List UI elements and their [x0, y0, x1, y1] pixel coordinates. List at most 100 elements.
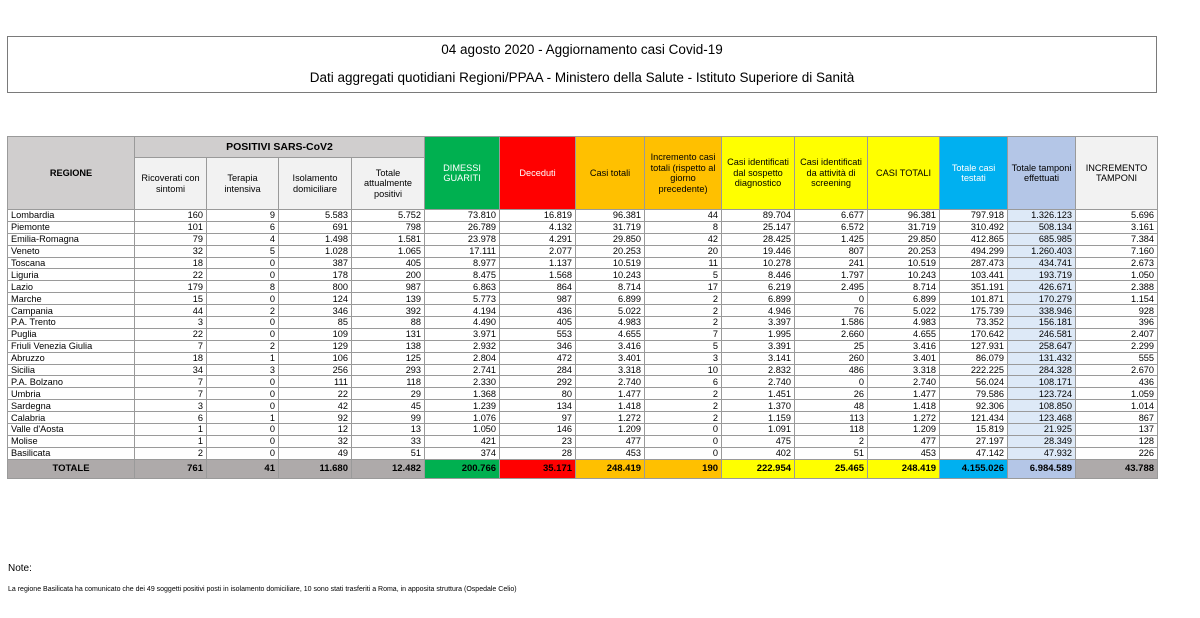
col-header-incremento-casi: Incremento casi totali (rispetto al gior…	[644, 136, 723, 210]
data-cell: 1.059	[1075, 387, 1159, 401]
data-cell: 11	[644, 256, 723, 270]
data-cell: 25	[794, 339, 869, 353]
data-cell: 0	[794, 375, 869, 389]
data-cell: 475	[721, 434, 796, 448]
data-cell: 128	[1075, 434, 1159, 448]
data-cell: 101.871	[939, 292, 1009, 306]
data-cell: 436	[499, 304, 577, 318]
region-name-cell: Valle d'Aosta	[7, 423, 135, 436]
data-cell: 310.492	[939, 220, 1009, 234]
data-cell: 109	[278, 327, 352, 341]
data-cell: 1	[206, 351, 279, 365]
total-cell: 4.155.026	[939, 458, 1009, 479]
data-cell: 9	[206, 209, 279, 222]
data-cell: 138	[350, 339, 426, 353]
data-cell: 5	[206, 244, 279, 258]
total-row: TOTALE 761 41 11.680 12.482 200.766 35.1…	[7, 458, 1159, 479]
data-cell: 125	[350, 351, 426, 365]
data-cell: 0	[206, 375, 279, 389]
data-cell: 129	[278, 339, 352, 353]
region-name-cell: Sardegna	[7, 399, 135, 413]
data-cell: 4.983	[575, 316, 646, 329]
data-cell: 12	[278, 423, 352, 436]
data-cell: 477	[575, 434, 646, 448]
data-cell: 193.719	[1007, 268, 1077, 282]
data-cell: 51	[794, 446, 869, 460]
data-cell: 864	[499, 280, 577, 294]
table-row: P.A. Bolzano 7 0 111 118 2.330 292 2.740 6 2.740 0…	[7, 375, 1159, 389]
data-cell: 5.773	[424, 292, 501, 306]
data-cell: 2.740	[867, 375, 941, 389]
table-row: Campania 44 2 346 392 4.194 436 5.022 2 4.946 76 5.…	[7, 304, 1159, 318]
total-cell: 6.984.589	[1007, 458, 1077, 479]
data-cell: 16.819	[499, 209, 577, 222]
data-cell: 160	[134, 209, 207, 222]
data-cell: 4.291	[499, 232, 577, 246]
data-cell: 1.477	[575, 387, 646, 401]
data-cell: 2	[644, 292, 723, 306]
data-cell: 2	[644, 316, 723, 329]
data-cell: 3.391	[721, 339, 796, 353]
data-cell: 80	[499, 387, 577, 401]
data-cell: 3.401	[575, 351, 646, 365]
data-cell: 553	[499, 327, 577, 341]
data-cell: 1.326.123	[1007, 209, 1077, 222]
data-cell: 1.995	[721, 327, 796, 341]
data-cell: 392	[350, 304, 426, 318]
data-cell: 7.384	[1075, 232, 1159, 246]
col-header-dimessi: DIMESSI GUARITI	[424, 136, 501, 210]
total-cell: 12.482	[350, 458, 426, 479]
data-cell: 92.306	[939, 399, 1009, 413]
data-cell: 56.024	[939, 375, 1009, 389]
data-cell: 486	[794, 363, 869, 377]
data-cell: 4.655	[867, 327, 941, 341]
table-row: Piemonte 101 6 691 798 26.789 4.132 31.719 8 25.1…	[7, 220, 1159, 234]
data-cell: 453	[867, 446, 941, 460]
total-cell: 222.954	[721, 458, 796, 479]
data-cell: 3.141	[721, 351, 796, 365]
region-name-cell: Piemonte	[7, 220, 135, 234]
data-cell: 15	[134, 292, 207, 306]
data-cell: 7	[134, 387, 207, 401]
data-cell: 17.111	[424, 244, 501, 258]
data-cell: 2.741	[424, 363, 501, 377]
data-cell: 3.401	[867, 351, 941, 365]
data-cell: 1.091	[721, 423, 796, 436]
data-cell: 22	[134, 327, 207, 341]
data-cell: 1.209	[867, 423, 941, 436]
data-cell: 3	[134, 316, 207, 329]
data-cell: 6.863	[424, 280, 501, 294]
col-header-casi-screening: Casi identificati da attività di screeni…	[794, 136, 869, 210]
table-row: Friuli Venezia Giulia 7 2 129 138 2.932 346 3.4…	[7, 339, 1159, 353]
col-header-casi-totali: Casi totali	[575, 136, 646, 210]
notes-text: La regione Basilicata ha comunicato che …	[8, 586, 517, 593]
data-cell: 1.239	[424, 399, 501, 413]
data-cell: 2.660	[794, 327, 869, 341]
group-header-positivi: POSITIVI SARS-CoV2	[133, 136, 426, 158]
data-cell: 6.219	[721, 280, 796, 294]
data-cell: 170.279	[1007, 292, 1077, 306]
data-cell: 137	[1075, 423, 1159, 436]
data-cell: 3.397	[721, 316, 796, 329]
data-cell: 0	[206, 316, 279, 329]
data-cell: 3	[206, 363, 279, 377]
data-cell: 800	[278, 280, 352, 294]
data-cell: 555	[1075, 351, 1159, 365]
data-cell: 434.741	[1007, 256, 1077, 270]
data-cell: 0	[206, 292, 279, 306]
region-name-cell: Lombardia	[7, 209, 135, 222]
data-cell: 472	[499, 351, 577, 365]
data-cell: 374	[424, 446, 501, 460]
region-name-cell: Emilia-Romagna	[7, 232, 135, 246]
data-cell: 1.154	[1075, 292, 1159, 306]
table-row: Puglia 22 0 109 131 3.971 553 4.655 7 1.995 2.660 4…	[7, 327, 1159, 341]
data-cell: 246.581	[1007, 327, 1077, 341]
data-cell: 798	[350, 220, 426, 234]
total-cell: TOTALE	[7, 458, 135, 479]
total-cell: 200.766	[424, 458, 501, 479]
data-cell: 2	[206, 339, 279, 353]
data-cell: 134	[499, 399, 577, 413]
data-cell: 4.946	[721, 304, 796, 318]
data-cell: 292	[499, 375, 577, 389]
data-cell: 27.197	[939, 434, 1009, 448]
